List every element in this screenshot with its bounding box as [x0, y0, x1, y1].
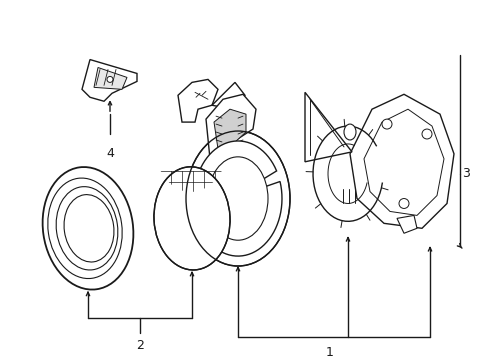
- Ellipse shape: [208, 157, 268, 240]
- Polygon shape: [82, 59, 137, 101]
- Polygon shape: [212, 82, 245, 109]
- Polygon shape: [94, 67, 127, 89]
- Text: 1: 1: [326, 346, 334, 359]
- Polygon shape: [350, 94, 454, 228]
- Text: 3: 3: [462, 167, 470, 180]
- Polygon shape: [206, 94, 256, 159]
- Ellipse shape: [186, 131, 290, 266]
- Ellipse shape: [344, 124, 356, 140]
- Polygon shape: [397, 215, 417, 233]
- Ellipse shape: [399, 198, 409, 208]
- Text: 4: 4: [106, 147, 114, 160]
- Polygon shape: [194, 141, 282, 256]
- Ellipse shape: [43, 167, 133, 289]
- Text: 2: 2: [136, 339, 144, 352]
- Ellipse shape: [382, 119, 392, 129]
- Ellipse shape: [422, 129, 432, 139]
- Polygon shape: [305, 92, 352, 162]
- Polygon shape: [214, 109, 246, 149]
- Ellipse shape: [107, 76, 113, 82]
- Polygon shape: [178, 80, 218, 122]
- Ellipse shape: [154, 167, 230, 270]
